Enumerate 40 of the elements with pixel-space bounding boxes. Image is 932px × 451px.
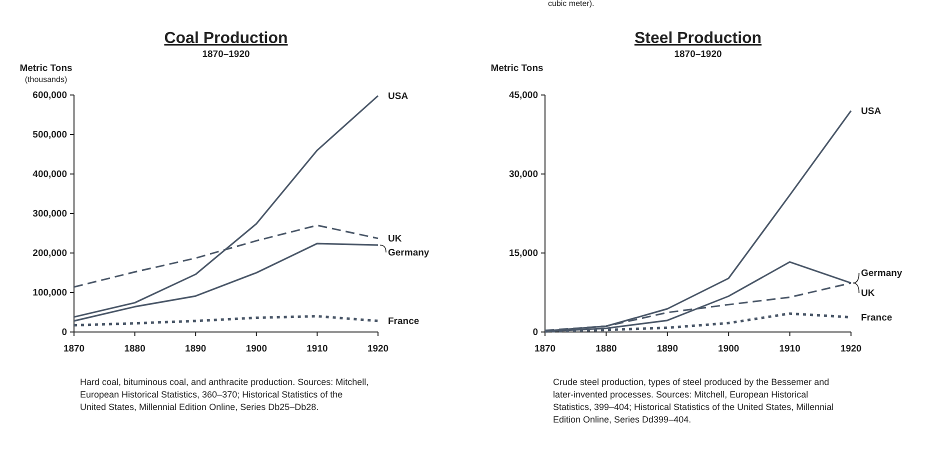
series-label: Germany [861, 268, 903, 280]
y-tick-label: 600,000 [32, 90, 67, 102]
series-label: France [388, 316, 420, 327]
chart-subtitle: 1870–1920 [674, 49, 722, 60]
x-tick-label: 1910 [779, 343, 800, 354]
y-tick-label: 15,000 [508, 248, 538, 260]
y-tick-label: 200,000 [32, 248, 67, 260]
y-axis-title: Metric Tons [490, 63, 544, 74]
x-tick-label: 1870 [534, 343, 556, 354]
series-label: UK [388, 233, 402, 244]
series-label: Germany [388, 247, 430, 258]
y-tick-label: 100,000 [32, 288, 67, 299]
x-tick-label: 1870 [63, 343, 85, 354]
y-tick-label: 400,000 [32, 169, 67, 180]
y-tick-label: 0 [62, 327, 67, 338]
x-tick-label: 1910 [306, 343, 328, 354]
series-label: USA [861, 106, 882, 117]
x-tick-label: 1890 [656, 343, 678, 354]
chart-subtitle: 1870–1920 [202, 49, 250, 60]
text: Crude steel production, types of steel produced by the Bessemer and later-invented processes. Sources: Mitchell, European Historical Statistics, 399–404; Historical Statistics of the United States, Millennial Edition Online, Series Dd399–404. [553, 377, 834, 424]
x-tick-label: 1920 [367, 343, 389, 354]
series-label: UK [861, 288, 875, 300]
x-tick-label: 1900 [246, 343, 267, 354]
y-tick-label: 45,000 [508, 90, 538, 102]
x-tick-label: 1920 [840, 343, 862, 354]
y-tick-label: 0 [532, 327, 538, 338]
y-tick-label: 300,000 [32, 208, 67, 220]
text: Hard coal, bituminous coal, and anthracite production. Sources: Mitchell, European Historical Statistics, 360–370; Historical Statistics of the United States, Millennial Edition Online, Series Db25–Db28. [80, 377, 369, 412]
y-axis-title: Metric Tons (thousands) [20, 63, 72, 84]
series-label: France [861, 312, 892, 324]
x-tick-label: 1900 [718, 343, 740, 354]
x-tick-label: 1880 [124, 343, 146, 354]
y-tick-label: 30,000 [508, 169, 538, 180]
x-tick-label: 1890 [185, 343, 206, 354]
series-label: USA [388, 90, 408, 102]
chart-title: Steel Production [634, 30, 762, 47]
y-tick-label: 500,000 [32, 130, 67, 141]
text: cubic meter). [548, 0, 594, 8]
x-tick-label: 1880 [596, 343, 617, 354]
chart-title: Coal Production [164, 30, 288, 47]
